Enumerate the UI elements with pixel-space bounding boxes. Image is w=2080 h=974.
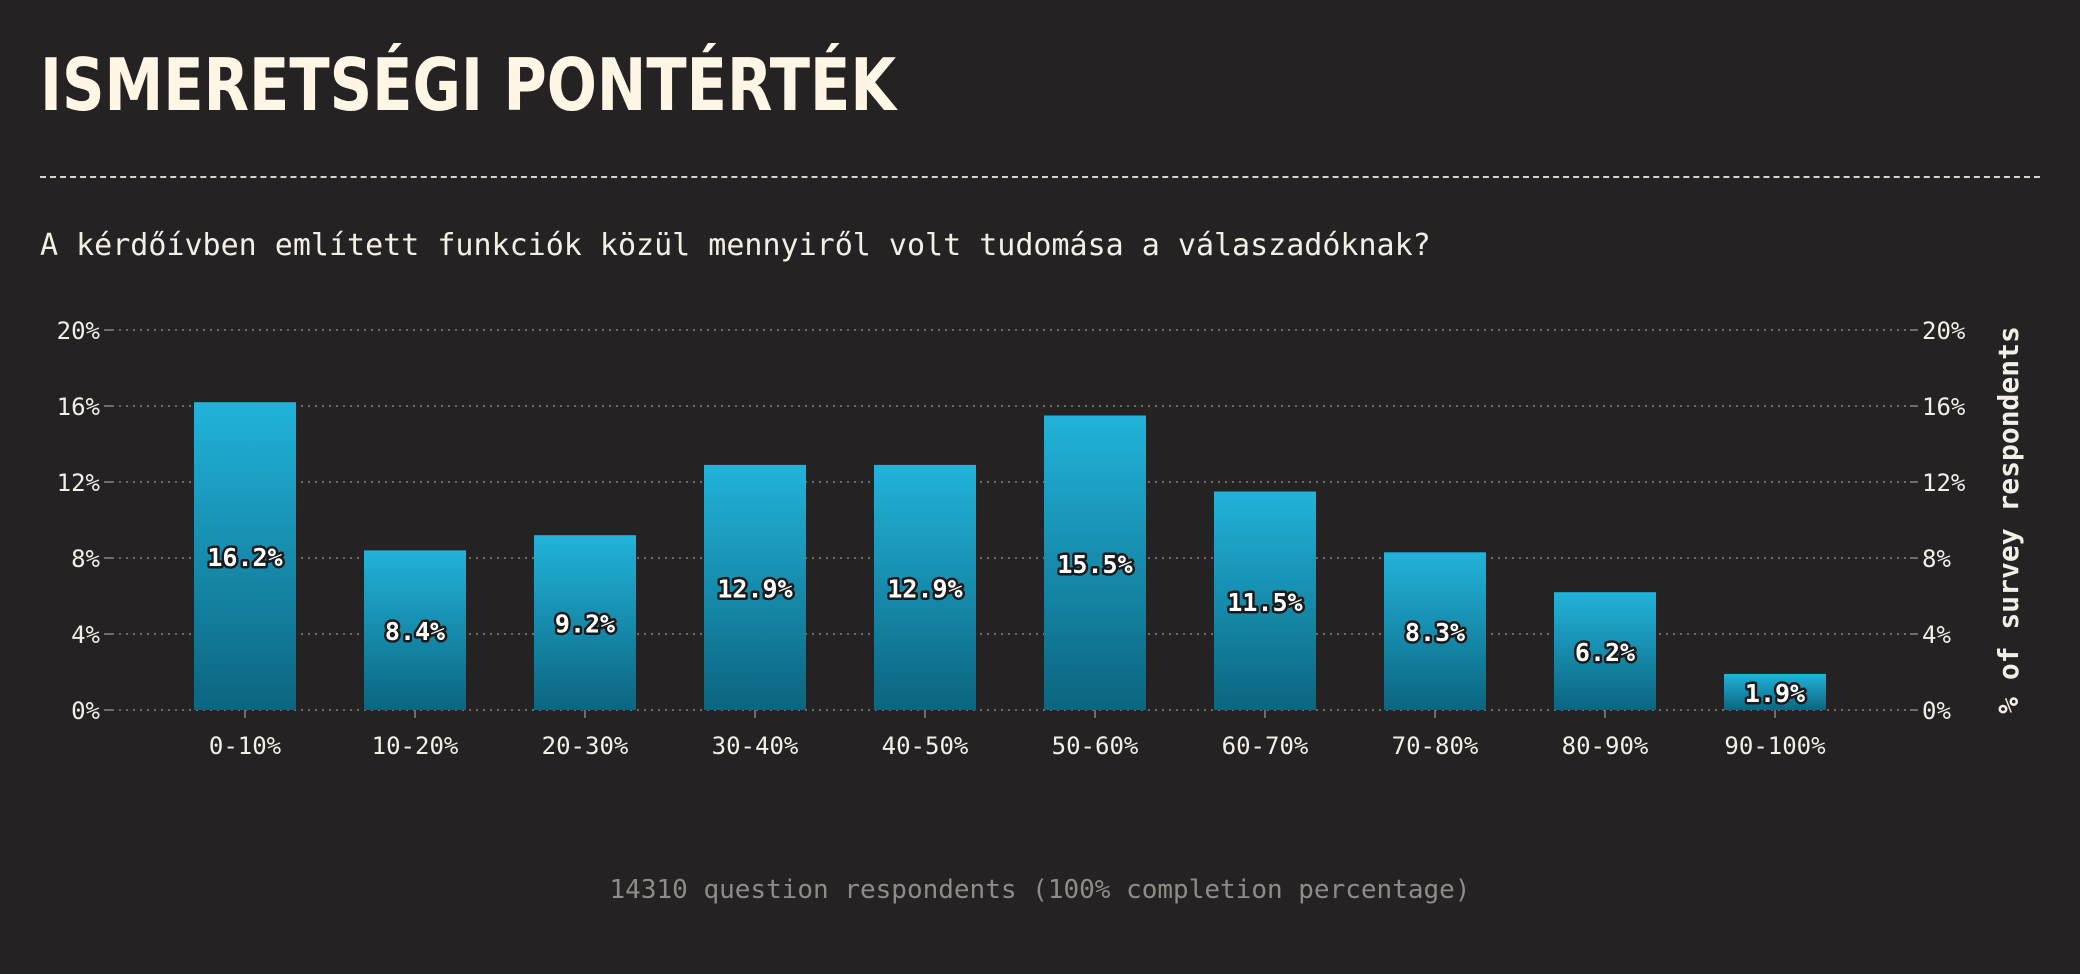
y-tick-label-left: 20% <box>57 317 101 345</box>
y-tick-label-left: 12% <box>57 469 101 497</box>
y-tick-label-right: 0% <box>1922 697 1951 725</box>
bar-value-label: 15.5% <box>1057 550 1132 579</box>
y-tick-label-right: 16% <box>1922 393 1966 421</box>
bar <box>1554 592 1656 710</box>
x-tick-label: 10-20% <box>372 732 459 760</box>
y-tick-label-right: 20% <box>1922 317 1966 345</box>
x-tick-label: 70-80% <box>1392 732 1479 760</box>
bar <box>1044 415 1146 710</box>
bar <box>704 464 806 710</box>
x-axis: 0-10% 10-20% 20-30% 30-40% 40-50% 50-60% 60-70… <box>209 710 1826 760</box>
y-tick-label-left: 4% <box>71 621 100 649</box>
bar <box>194 402 296 710</box>
bar-value-label: 1.9% <box>1745 679 1805 708</box>
bar-value-label: 12.9% <box>887 574 962 603</box>
y-tick-label-right: 4% <box>1922 621 1951 649</box>
bar-value-label: 12.9% <box>717 574 792 603</box>
x-tick-label: 20-30% <box>542 732 629 760</box>
x-tick-label: 30-40% <box>712 732 799 760</box>
y-tick-label-left: 8% <box>71 545 100 573</box>
x-tick-label: 40-50% <box>882 732 969 760</box>
x-tick-label: 0-10% <box>209 732 282 760</box>
bars <box>194 402 1826 710</box>
x-tick-label: 80-90% <box>1562 732 1649 760</box>
y-tick-label-left: 16% <box>57 393 101 421</box>
bar-value-label: 9.2% <box>555 610 615 639</box>
y-tick-label-left: 0% <box>71 697 100 725</box>
y-axis-left: 0% 4% 8% 12% 16% 20% <box>57 317 112 725</box>
y-tick-label-right: 12% <box>1922 469 1966 497</box>
bar-value-label: 8.4% <box>385 617 445 646</box>
bar-value-label: 6.2% <box>1575 638 1635 667</box>
respondents-footnote: 14310 question respondents (100% complet… <box>609 875 1471 905</box>
bar-value-label: 16.2% <box>207 543 282 572</box>
bar <box>874 464 976 710</box>
y-axis-right: 0% 4% 8% 12% 16% 20% <box>1910 317 1966 725</box>
x-tick-label: 60-70% <box>1222 732 1309 760</box>
bar <box>364 550 466 710</box>
bar-value-label: 11.5% <box>1227 588 1302 617</box>
x-tick-label: 90-100% <box>1724 732 1826 760</box>
bar <box>1214 491 1316 710</box>
bar <box>534 535 636 710</box>
y-tick-label-right: 8% <box>1922 545 1951 573</box>
title-divider <box>40 176 2040 178</box>
x-tick-label: 50-60% <box>1052 732 1139 760</box>
chart-subtitle: A kérdőívben említett funkciók közül men… <box>40 228 1431 263</box>
chart-title: ISMERETSÉGI PONTÉRTÉK <box>40 43 897 127</box>
bar <box>1724 673 1826 710</box>
y-axis-title: % of survey respondents <box>1992 326 2025 714</box>
bar-value-labels: 16.2% 8.4% 9.2% 12.9% 12.9% 15.5% 11.5% 8.3% 6.2… <box>205 541 1808 711</box>
bar-value-label: 8.3% <box>1405 618 1465 647</box>
bar <box>1384 552 1486 710</box>
